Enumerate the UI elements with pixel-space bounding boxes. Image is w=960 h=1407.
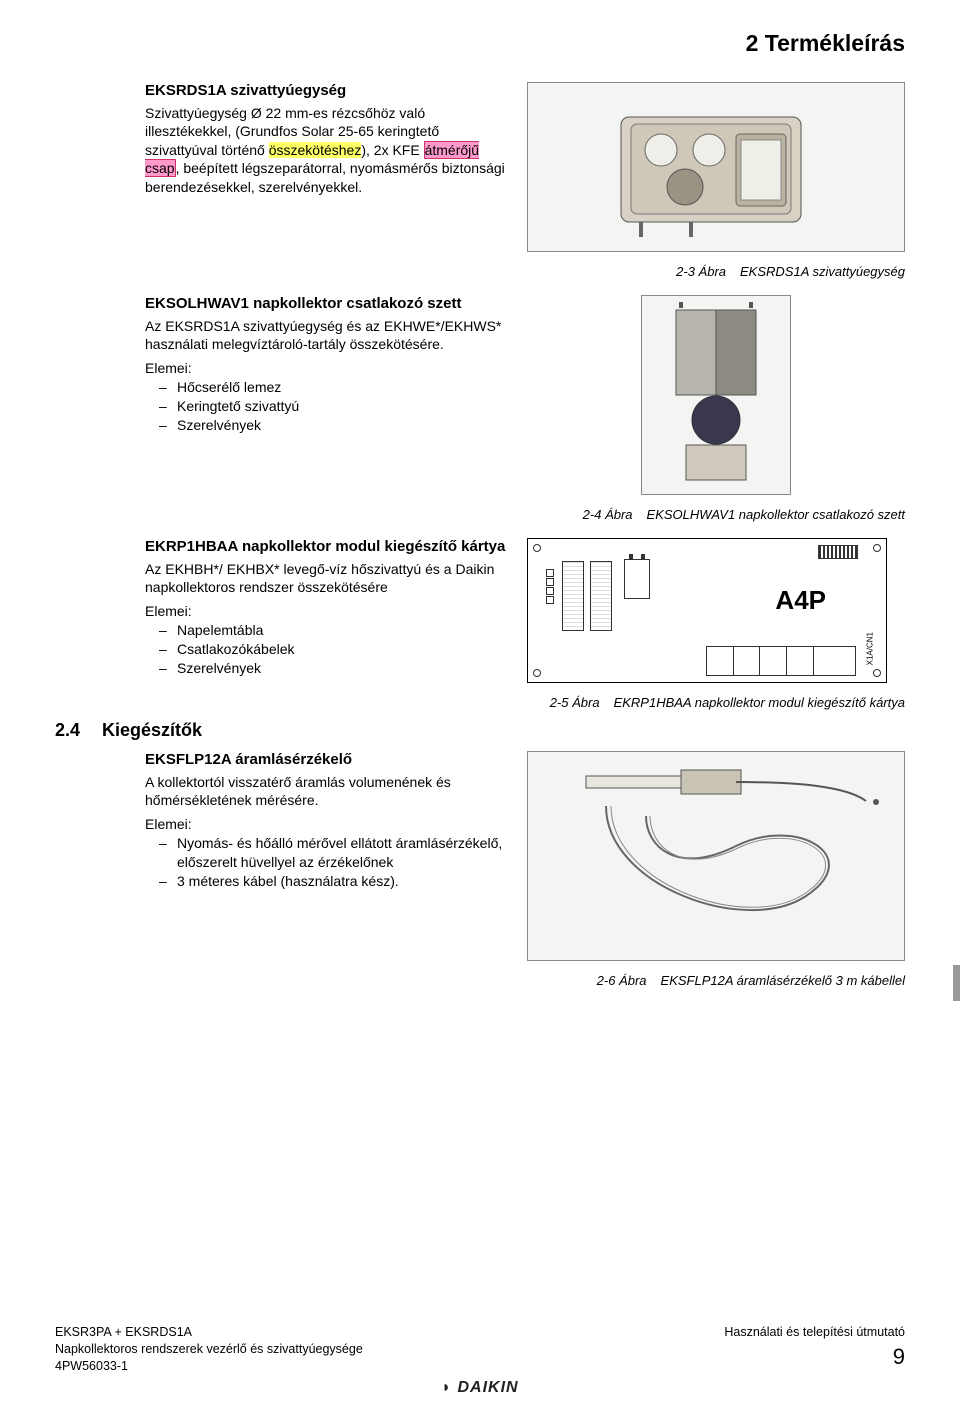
caption-2-4: 2-4 ÁbraEKSOLHWAV1 napkollektor csatlako…	[145, 507, 905, 522]
section-eksflp12a: EKSFLP12A áramlásérzékelő A kollektortól…	[145, 751, 905, 961]
product-title-4: EKSFLP12A áramlásérzékelő	[145, 751, 515, 768]
elements-label-3: Elemei:	[145, 603, 515, 619]
subheading-2-4: 2.4Kiegészítők	[55, 720, 905, 741]
caption-2-3: 2-3 ÁbraEKSRDS1A szivattyúegység	[145, 264, 905, 279]
product-title-3: EKRP1HBAA napkollektor modul kiegészítő …	[145, 538, 515, 555]
section-ekrp1hbaa: EKRP1HBAA napkollektor modul kiegészítő …	[145, 538, 905, 683]
footer-docnum: 4PW56033-1	[55, 1358, 363, 1375]
page-footer: EKSR3PA + EKSRDS1A Napkollektoros rendsz…	[55, 1324, 905, 1397]
figure-2-4	[641, 295, 791, 495]
figure-2-3	[527, 82, 905, 252]
elements-list-3: Napelemtábla Csatlakozókábelek Szerelvén…	[165, 621, 515, 678]
a4p-side-label: X1A/CN1	[865, 632, 874, 665]
footer-product: Napkollektoros rendszerek vezérlő és szi…	[55, 1341, 363, 1358]
footer-code: EKSR3PA + EKSRDS1A	[55, 1324, 363, 1341]
product-desc-2: Az EKSRDS1A szivattyúegység és az EKHWE*…	[145, 317, 515, 354]
product-title-1: EKSRDS1A szivattyúegység	[145, 82, 515, 99]
elements-list-4: Nyomás- és hőálló mérővel ellátott áraml…	[165, 834, 515, 891]
caption-2-5: 2-5 ÁbraEKRP1HBAA napkollektor modul kie…	[145, 695, 905, 710]
section-eksrds1a: EKSRDS1A szivattyúegység Szivattyúegység…	[145, 82, 905, 252]
product-desc-1: Szivattyúegység Ø 22 mm-es rézcsőhöz val…	[145, 104, 515, 196]
section-eksolhwav1: EKSOLHWAV1 napkollektor csatlakozó szett…	[145, 295, 905, 495]
elements-list-2: Hőcserélő lemez Keringtető szivattyú Sze…	[165, 378, 515, 435]
product-title-2: EKSOLHWAV1 napkollektor csatlakozó szett	[145, 295, 515, 312]
figure-2-6	[527, 751, 905, 961]
product-desc-3: Az EKHBH*/ EKHBX* levegő-víz hőszivattyú…	[145, 560, 515, 597]
footer-doctype: Használati és telepítési útmutató	[724, 1324, 905, 1341]
a4p-label: A4P	[775, 585, 826, 616]
product-desc-4: A kollektortól visszatérő áramlás volume…	[145, 773, 515, 810]
chapter-title: 2 Termékleírás	[55, 30, 905, 57]
figure-2-5: A4P X1A/CN1	[527, 538, 887, 683]
elements-label-4: Elemei:	[145, 816, 515, 832]
page-number: 9	[724, 1342, 905, 1372]
elements-label-2: Elemei:	[145, 360, 515, 376]
caption-2-6: 2-6 ÁbraEKSFLP12A áramlásérzékelő 3 m ká…	[145, 973, 905, 988]
brand-logo: DAIKIN	[55, 1379, 905, 1397]
side-tab	[953, 965, 960, 1001]
highlight-yellow: összekötéshez	[269, 142, 362, 158]
